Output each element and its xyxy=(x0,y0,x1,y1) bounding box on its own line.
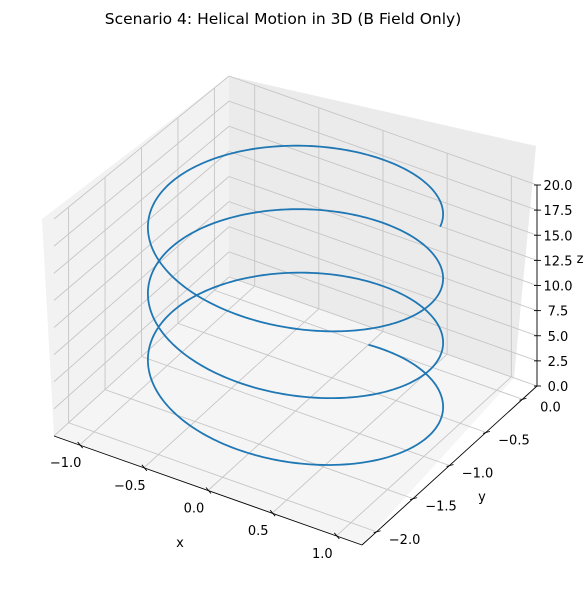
y-tick-mark-4 xyxy=(373,530,381,534)
x-tick-label-2: 0.0 xyxy=(184,502,205,517)
z-tick-label-7: 17.5 xyxy=(544,204,573,219)
y-tick-label-1: −0.5 xyxy=(498,433,530,448)
back-pane xyxy=(229,76,536,378)
z-tick-label-4: 10.0 xyxy=(544,280,573,295)
z-grid-left-2 xyxy=(53,226,230,383)
z-grid-left-0 xyxy=(53,276,230,437)
x-tick-label-0: −1.0 xyxy=(50,456,82,471)
y-tick-label-0: 0.0 xyxy=(540,400,561,415)
y-grid-floor-3 xyxy=(104,389,414,500)
x-tick-label-3: 0.5 xyxy=(248,524,269,539)
z-tick-label-8: 20.0 xyxy=(544,179,573,194)
z-grid-back-2 xyxy=(228,226,538,337)
y-tick-label-2: −1.0 xyxy=(462,467,494,482)
x-tick-mark-4 xyxy=(333,532,340,540)
z-grid-left-3 xyxy=(53,201,230,355)
y-axis-label: y xyxy=(478,490,486,505)
x-tick-label-1: −0.5 xyxy=(114,479,146,494)
series-layer xyxy=(146,144,445,466)
z-grid-back-7 xyxy=(228,100,538,211)
y-grid-floor-0 xyxy=(214,289,523,400)
z-grid-back-0 xyxy=(228,276,538,387)
z-grid-back-8 xyxy=(228,75,538,186)
z-grid-left-7 xyxy=(53,100,230,247)
x-axis-label: x xyxy=(176,536,184,551)
z-tick-label-6: 15.0 xyxy=(544,229,573,244)
y-grid-floor-2 xyxy=(141,356,450,466)
y-tick-mark-3 xyxy=(409,497,418,501)
x-tick-mark-0 xyxy=(77,441,84,449)
x-tick-mark-3 xyxy=(269,509,276,517)
chart-title: Scenario 4: Helical Motion in 3D (B Fiel… xyxy=(105,10,462,28)
z-tick-label-0: 0.0 xyxy=(548,380,569,395)
z-grid-back-1 xyxy=(228,251,538,362)
y-tick-mark-0 xyxy=(519,397,527,401)
y-grid-floor-1 xyxy=(177,322,487,433)
grid-lines xyxy=(53,75,538,537)
x-tick-mark-1 xyxy=(141,464,148,472)
x-tick-mark-2 xyxy=(205,487,212,494)
z-grid-back-6 xyxy=(228,125,538,236)
z-axis-label: z xyxy=(577,252,584,267)
x-tick-label-4: 1.0 xyxy=(312,547,333,562)
y-tick-mark-1 xyxy=(482,430,491,434)
y-tick-mark-2 xyxy=(446,464,454,467)
z-grid-left-4 xyxy=(53,176,230,328)
z-grid-back-5 xyxy=(228,150,538,261)
z-tick-label-2: 5.0 xyxy=(548,330,569,345)
helix-series-line-0 xyxy=(146,144,445,466)
floor-pane xyxy=(54,277,514,545)
y-tick-label-3: −1.5 xyxy=(425,500,457,515)
y-tick-label-4: −2.0 xyxy=(389,533,421,548)
z-grid-left-5 xyxy=(53,151,230,301)
z-tick-label-1: 2.5 xyxy=(548,355,569,370)
z-grid-left-1 xyxy=(53,251,230,410)
z-grid-left-6 xyxy=(53,125,230,274)
z-grid-back-3 xyxy=(228,201,538,312)
z-tick-label-3: 7.5 xyxy=(548,305,569,320)
z-tick-label-5: 12.5 xyxy=(544,254,573,269)
y-grid-floor-4 xyxy=(68,422,377,533)
z-grid-back-4 xyxy=(228,176,538,286)
z-grid-left-8 xyxy=(53,75,230,220)
tick-labels: −1.0 −0.5 0.0 0.5 1.0 0.0 −0.5 −1.0 −1.5 −2.0 0.0 2… xyxy=(50,179,573,562)
